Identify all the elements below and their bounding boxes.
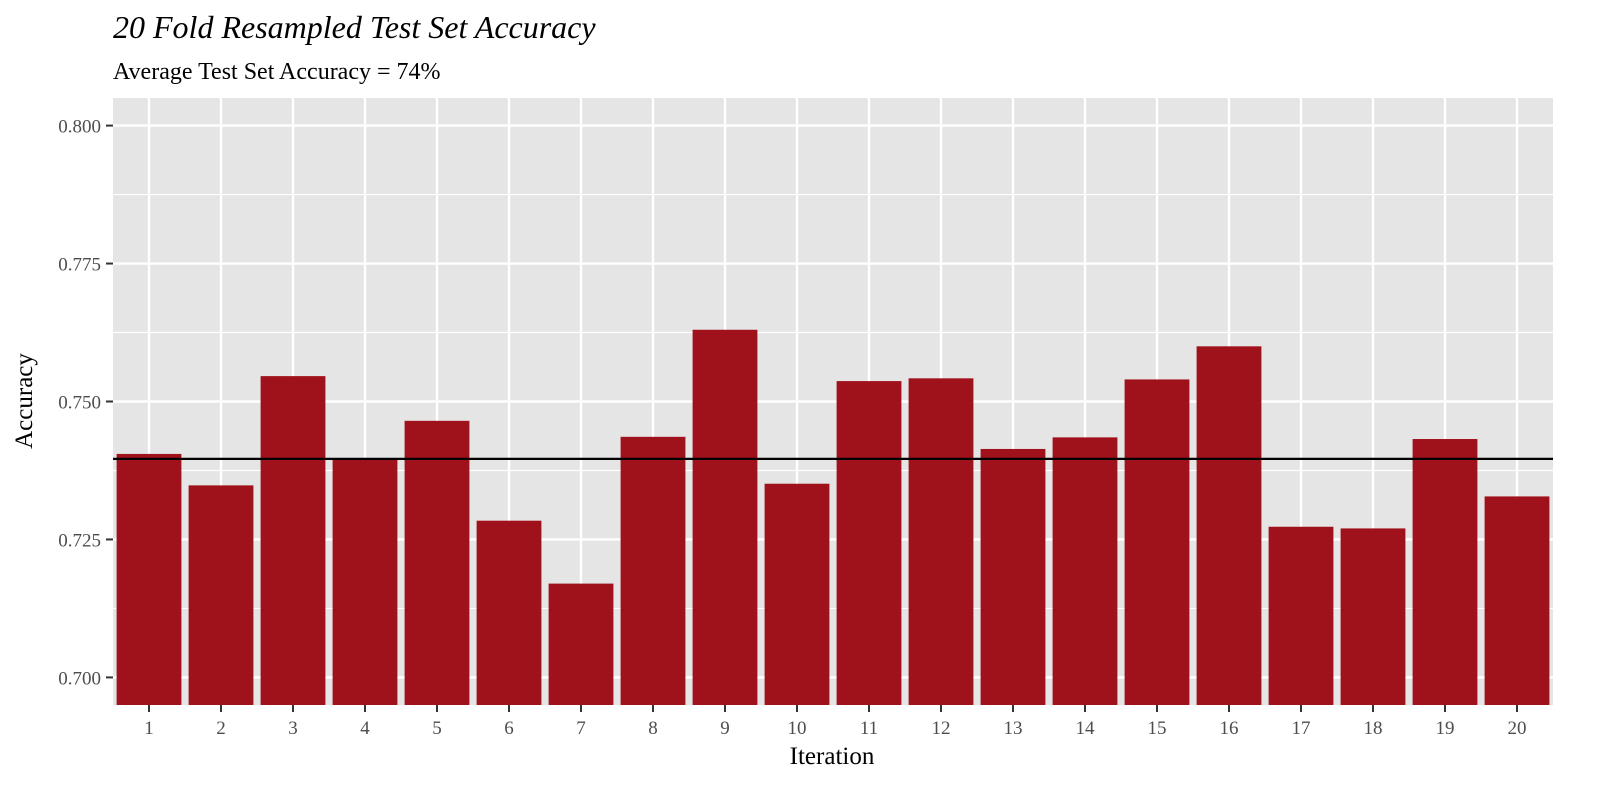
bar-17 [1268,526,1334,705]
y-tick-label: 0.700 [58,668,101,689]
x-tick-label: 15 [1148,718,1167,739]
bar-20 [1484,496,1550,705]
x-tick-label: 6 [504,718,514,739]
x-tick-label: 7 [576,718,586,739]
y-tick-label: 0.750 [58,393,101,414]
x-tick-label: 20 [1508,718,1527,739]
bars [116,329,1550,705]
x-tick-label: 2 [216,718,226,739]
bar-7 [548,583,614,705]
x-tick-label: 5 [432,718,442,739]
x-tick-label: 3 [288,718,298,739]
bar-16 [1196,346,1262,705]
x-axis: 1 2 3 4 5 6 7 8 9 10 11 12 13 14 15 16 17 18 19 20 [144,705,1527,739]
bar-4 [332,459,398,705]
x-tick-label: 8 [648,718,658,739]
x-tick-label: 13 [1004,718,1023,739]
bar-18 [1340,528,1406,705]
x-tick-label: 1 [144,718,154,739]
bar-13 [980,448,1046,705]
x-tick-label: 10 [788,718,807,739]
bar-12 [908,378,974,705]
x-tick-label: 9 [720,718,730,739]
y-axis: 0.700 0.725 0.750 0.775 0.800 [58,117,113,689]
bar-19 [1412,439,1478,705]
x-tick-label: 4 [360,718,370,739]
y-axis-title: Accuracy [11,353,38,449]
bar-15 [1124,379,1190,705]
bar-10 [764,483,830,705]
y-tick-label: 0.725 [58,530,101,551]
x-tick-label: 17 [1292,718,1311,739]
chart-title: 20 Fold Resampled Test Set Accuracy [113,9,596,45]
bar-8 [620,436,686,705]
bar-6 [476,520,542,705]
bar-14 [1052,437,1118,705]
x-tick-label: 14 [1076,718,1096,739]
bar-2 [188,485,254,705]
x-axis-title: Iteration [790,743,875,770]
x-tick-label: 18 [1364,718,1383,739]
x-tick-label: 16 [1220,718,1239,739]
bar-9 [692,329,758,705]
x-tick-label: 19 [1436,718,1455,739]
bar-1 [116,453,182,705]
y-tick-label: 0.775 [58,255,101,276]
x-tick-label: 12 [932,718,951,739]
chart-subtitle: Average Test Set Accuracy = 74% [113,59,441,85]
y-tick-label: 0.800 [58,117,101,138]
x-tick-label: 11 [860,718,878,739]
bar-3 [260,376,326,705]
bar-11 [836,381,902,705]
bar-5 [404,420,470,705]
